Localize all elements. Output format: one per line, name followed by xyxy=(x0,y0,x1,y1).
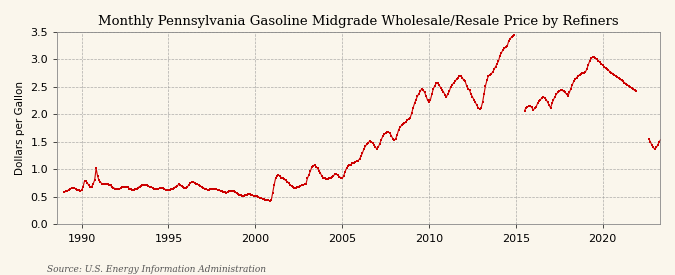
Title: Monthly Pennsylvania Gasoline Midgrade Wholesale/Resale Price by Refiners: Monthly Pennsylvania Gasoline Midgrade W… xyxy=(99,15,619,28)
Y-axis label: Dollars per Gallon: Dollars per Gallon xyxy=(15,81,25,175)
Text: Source: U.S. Energy Information Administration: Source: U.S. Energy Information Administ… xyxy=(47,265,266,274)
